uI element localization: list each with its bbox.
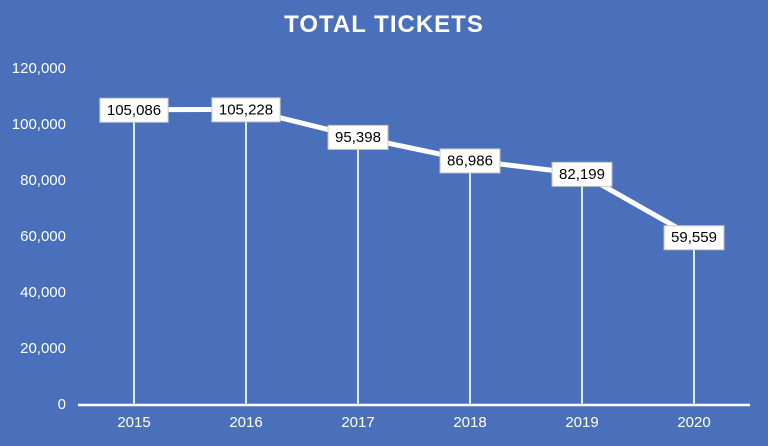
y-axis-tick: 0 — [58, 396, 66, 413]
x-axis-tick: 2020 — [677, 414, 710, 431]
data-label-box — [663, 225, 725, 251]
y-axis-tick: 60,000 — [20, 228, 66, 245]
y-axis-tick: 120,000 — [12, 60, 66, 77]
y-axis-tick: 80,000 — [20, 172, 66, 189]
y-axis-tick: 20,000 — [20, 340, 66, 357]
data-label-box — [99, 97, 169, 123]
data-label-text: 105,086 — [107, 102, 161, 119]
data-label-box — [439, 148, 501, 174]
x-axis-tick: 2018 — [453, 414, 486, 431]
x-axis-tick: 2019 — [565, 414, 598, 431]
data-label-text: 105,228 — [219, 101, 273, 118]
y-axis-tick: 40,000 — [20, 284, 66, 301]
x-axis-tick: 2015 — [117, 414, 150, 431]
data-label-box — [551, 161, 613, 187]
data-label-box — [327, 124, 389, 150]
chart-title: TOTAL TICKETS — [284, 11, 484, 38]
data-label-text: 95,398 — [335, 129, 381, 146]
x-axis-tick: 2017 — [341, 414, 374, 431]
y-axis-tick: 100,000 — [12, 116, 66, 133]
data-label-text: 82,199 — [559, 166, 605, 183]
x-axis-tick: 2016 — [229, 414, 262, 431]
data-label-box — [211, 97, 281, 123]
data-label-text: 86,986 — [447, 152, 493, 169]
data-label-text: 59,559 — [671, 229, 717, 246]
